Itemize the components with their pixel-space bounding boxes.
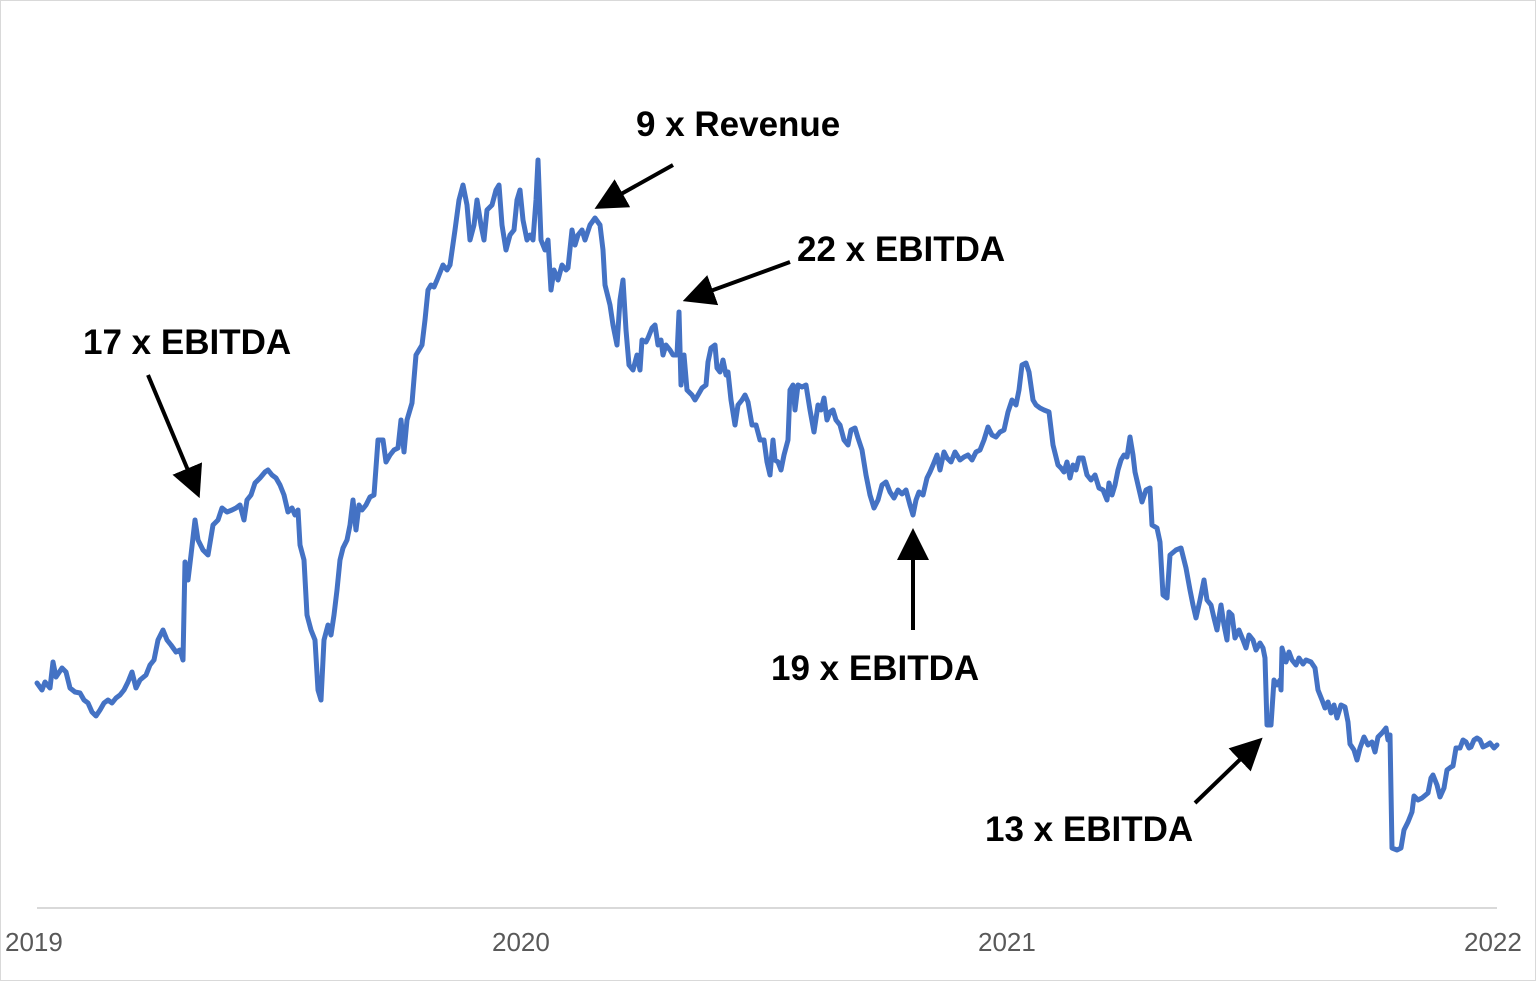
annotation-9x-revenue: 9 x Revenue — [636, 105, 840, 144]
annotation-17x-ebitda: 17 x EBITDA — [83, 323, 291, 362]
annotation-arrow — [1193, 737, 1263, 805]
x-tick-label: 2020 — [492, 927, 550, 957]
x-tick-label: 2021 — [978, 927, 1036, 957]
x-tick-label: 2022 — [1464, 927, 1522, 957]
annotation-22x-ebitda: 22 x EBITDA — [797, 230, 1005, 269]
annotation-19x-ebitda: 19 x EBITDA — [771, 649, 979, 688]
annotation-13x-ebitda: 13 x EBITDA — [985, 810, 1193, 849]
x-tick-labels: 2019 2020 2021 2022 — [5, 927, 1522, 957]
x-tick-label: 2019 — [5, 927, 63, 957]
annotation-arrow — [146, 374, 203, 499]
annotation-arrow — [682, 260, 791, 306]
annotations: 17 x EBITDA 9 x Revenue 22 x EBITDA 19 x… — [83, 105, 1263, 849]
annotation-arrow — [594, 163, 674, 209]
series-line-price — [34, 157, 1500, 853]
